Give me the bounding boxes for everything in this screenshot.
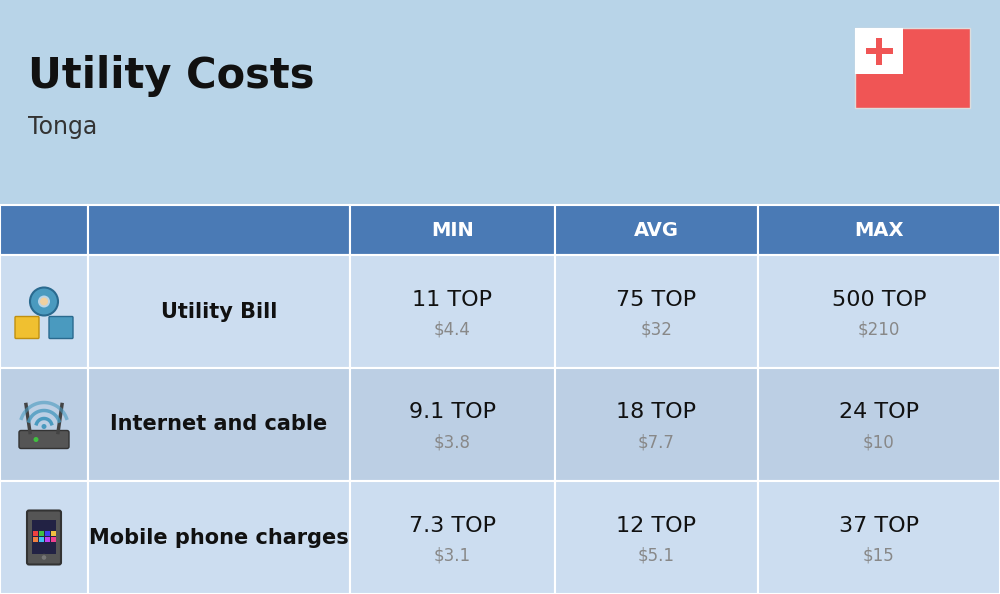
Circle shape [42, 424, 46, 429]
Text: Utility Bill: Utility Bill [161, 302, 277, 321]
Text: $10: $10 [863, 434, 895, 451]
Circle shape [38, 295, 50, 308]
FancyBboxPatch shape [49, 317, 73, 339]
Bar [88, 368, 350, 481]
Bar [0, 0, 1000, 200]
Bar [866, 48, 893, 54]
Text: AVG: AVG [634, 220, 679, 239]
Text: 12 TOP: 12 TOP [616, 516, 696, 536]
Bar [88, 481, 350, 594]
Circle shape [41, 555, 47, 561]
Bar [33, 530, 38, 536]
Bar [0, 205, 88, 255]
Text: $3.8: $3.8 [434, 434, 471, 451]
Text: MAX: MAX [854, 220, 904, 239]
Text: $210: $210 [858, 321, 900, 339]
Text: 500 TOP: 500 TOP [832, 289, 926, 309]
Text: 18 TOP: 18 TOP [616, 403, 696, 422]
Bar [39, 530, 44, 536]
Text: $4.4: $4.4 [434, 321, 471, 339]
Bar [45, 536, 50, 542]
Bar [758, 368, 1000, 481]
Text: 75 TOP: 75 TOP [616, 289, 697, 309]
Text: $3.1: $3.1 [434, 546, 471, 564]
Bar [350, 481, 555, 594]
Bar [758, 481, 1000, 594]
Bar [758, 255, 1000, 368]
Text: $15: $15 [863, 546, 895, 564]
Bar [855, 28, 903, 74]
Bar [51, 530, 56, 536]
Bar [350, 255, 555, 368]
Text: 24 TOP: 24 TOP [839, 403, 919, 422]
Bar [350, 205, 555, 255]
Text: MIN: MIN [431, 220, 474, 239]
Bar [88, 255, 350, 368]
Bar [0, 255, 88, 368]
Text: Tonga: Tonga [28, 115, 97, 139]
Bar [876, 37, 882, 65]
Bar [555, 255, 758, 368]
Bar [51, 536, 56, 542]
Text: Utility Costs: Utility Costs [28, 55, 314, 97]
Text: 9.1 TOP: 9.1 TOP [409, 403, 496, 422]
Text: $7.7: $7.7 [638, 434, 675, 451]
Text: $5.1: $5.1 [638, 546, 675, 564]
Circle shape [34, 437, 38, 442]
Bar [0, 368, 88, 481]
FancyBboxPatch shape [15, 317, 39, 339]
Text: 37 TOP: 37 TOP [839, 516, 919, 536]
Bar [0, 481, 88, 594]
Bar [88, 205, 350, 255]
Bar [758, 205, 1000, 255]
Text: Internet and cable: Internet and cable [110, 415, 328, 434]
Bar [350, 368, 555, 481]
Text: 11 TOP: 11 TOP [413, 289, 492, 309]
Text: $32: $32 [641, 321, 672, 339]
Circle shape [30, 287, 58, 315]
Bar [33, 536, 38, 542]
Bar [32, 520, 56, 554]
Bar [555, 481, 758, 594]
FancyBboxPatch shape [19, 431, 69, 448]
Bar [555, 205, 758, 255]
Bar [555, 368, 758, 481]
Bar [45, 530, 50, 536]
Bar [39, 536, 44, 542]
Text: 7.3 TOP: 7.3 TOP [409, 516, 496, 536]
Bar [855, 28, 970, 108]
Text: Mobile phone charges: Mobile phone charges [89, 527, 349, 548]
FancyBboxPatch shape [27, 510, 61, 564]
Circle shape [40, 298, 48, 305]
